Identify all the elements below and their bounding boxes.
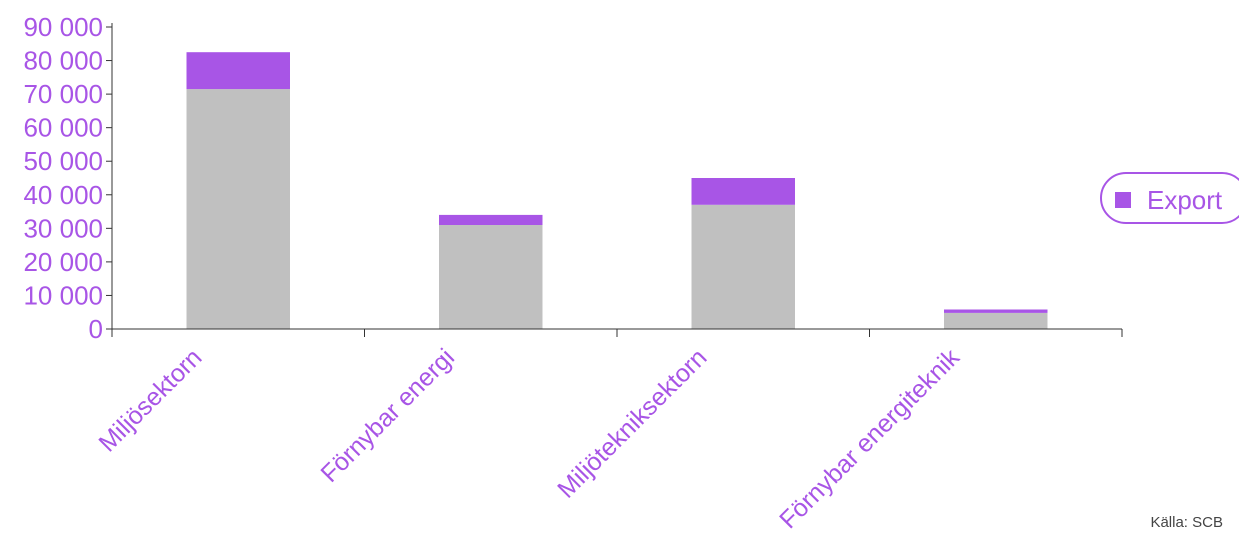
bar-total-4 bbox=[944, 312, 1048, 329]
bar-total-3 bbox=[691, 204, 795, 329]
x-category-label: Miljötekniksektorn bbox=[552, 343, 712, 503]
y-tick-label: 20 000 bbox=[23, 247, 103, 277]
y-tick-label: 60 000 bbox=[23, 113, 103, 143]
legend-label-export: Export bbox=[1147, 185, 1223, 215]
legend-swatch-export bbox=[1115, 192, 1131, 208]
bar-export-3 bbox=[691, 178, 795, 205]
y-tick-label: 0 bbox=[89, 314, 103, 344]
bar-total-1 bbox=[186, 89, 290, 329]
x-category-labels: Miljösektorn Förnybar energi Miljöteknikse… bbox=[93, 343, 965, 533]
y-tick-label: 90 000 bbox=[23, 12, 103, 42]
bar-export-4 bbox=[944, 309, 1048, 313]
axes-layer bbox=[106, 23, 1123, 337]
x-category-label: Förnybar energiteknik bbox=[774, 343, 965, 533]
y-tick-label: 80 000 bbox=[23, 46, 103, 76]
legend-frame bbox=[1100, 172, 1239, 224]
bar-export-2 bbox=[439, 214, 543, 225]
y-tick-label: 30 000 bbox=[23, 213, 103, 243]
bar-export-1 bbox=[186, 52, 290, 90]
y-tick-label: 50 000 bbox=[23, 146, 103, 176]
y-tick-label: 70 000 bbox=[23, 79, 103, 109]
source-note: Källa: SCB bbox=[1150, 514, 1223, 531]
y-tick-label: 40 000 bbox=[23, 180, 103, 210]
bar-total-2 bbox=[439, 225, 543, 329]
legend[interactable]: Export bbox=[1100, 172, 1239, 224]
x-category-label: Förnybar energi bbox=[315, 343, 460, 488]
x-category-label: Miljösektorn bbox=[93, 343, 207, 457]
bars-layer bbox=[186, 52, 1048, 329]
y-tick-label: 10 000 bbox=[23, 280, 103, 310]
